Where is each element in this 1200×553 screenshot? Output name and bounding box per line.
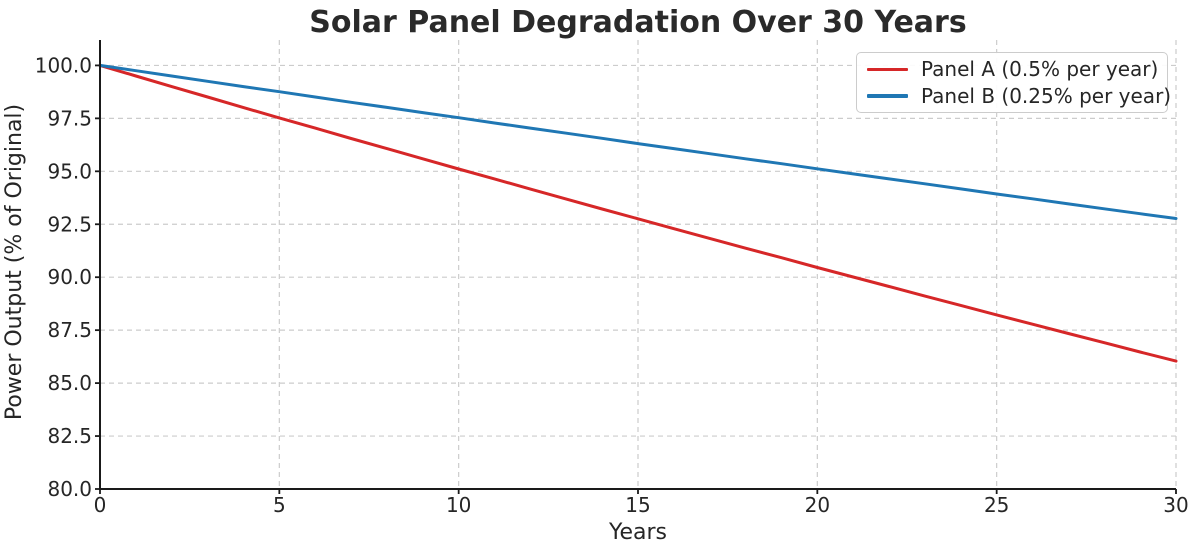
legend-label-panel-b: Panel B (0.25% per year)	[921, 83, 1172, 108]
y-tick-label: 92.5	[47, 212, 92, 236]
x-tick-label: 20	[805, 493, 830, 517]
x-tick-label: 15	[625, 493, 650, 517]
legend: Panel A (0.5% per year) Panel B (0.25% p…	[856, 52, 1171, 113]
y-tick-label: 80.0	[47, 477, 92, 501]
series-line-panel-b	[98, 63, 1178, 220]
y-tick-label: 100.0	[35, 53, 92, 77]
x-tick-label: 25	[984, 493, 1009, 517]
y-tick-label: 95.0	[47, 159, 92, 183]
series-line-panel-a	[98, 63, 1178, 363]
legend-item-panel-a: Panel A (0.5% per year)	[863, 56, 1159, 83]
panel-a-line-sample	[867, 67, 908, 71]
x-tick-label: 30	[1163, 493, 1188, 517]
y-tick-label: 85.0	[47, 371, 92, 395]
legend-label-panel-a: Panel A (0.5% per year)	[921, 57, 1159, 82]
legend-item-panel-b: Panel B (0.25% per year)	[863, 83, 1171, 110]
plot-area: 0 5 10 15 20 25 30 80.0 82.5 85.0 87.5 90.0 92.5 95.0…	[35, 40, 1189, 517]
x-axis-label: Years	[608, 520, 667, 545]
y-tick-label: 97.5	[47, 106, 92, 130]
x-tick-label: 0	[94, 493, 107, 517]
chart-title: Solar Panel Degradation Over 30 Years	[309, 5, 966, 40]
y-tick-label: 82.5	[47, 424, 92, 448]
panel-b-line-sample	[867, 94, 908, 98]
y-tick-label: 90.0	[47, 265, 92, 289]
y-axis-label: Power Output (% of Original)	[2, 104, 27, 420]
y-tick-label: 87.5	[47, 318, 92, 342]
x-tick-label: 5	[273, 493, 286, 517]
x-tick-label: 10	[446, 493, 471, 517]
